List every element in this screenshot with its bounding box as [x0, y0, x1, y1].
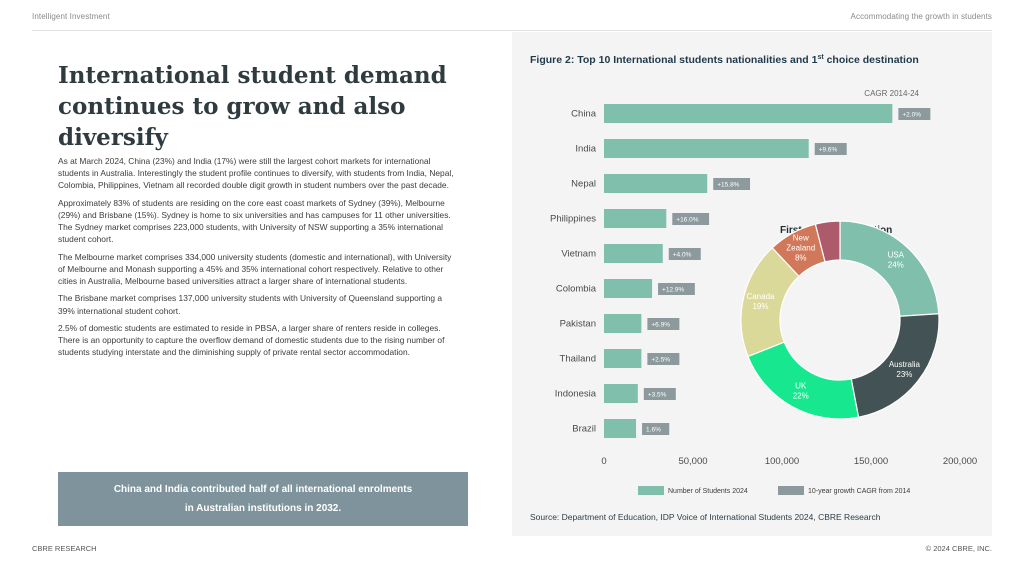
cagr-label: +2.0% — [902, 112, 921, 119]
callout-box: China and India contributed half of all … — [58, 472, 468, 526]
legend-label-cagr: 10-year growth CAGR from 2014 — [808, 488, 910, 495]
slice-label-uk: UK 22% — [793, 381, 809, 400]
paragraph-3: The Melbourne market comprises 334,000 u… — [58, 251, 452, 286]
header-section-title: Accommodating the growth in students — [850, 12, 992, 21]
cagr-label: +6.9% — [651, 322, 670, 329]
chart-source: Source: Department of Education, IDP Voi… — [530, 512, 881, 522]
cagr-label: +9.6% — [819, 147, 838, 154]
bar-indonesia — [604, 384, 638, 403]
slice-label-new-zealand: New Zealand 8% — [786, 234, 815, 263]
legend-label-students: Number of Students 2024 — [668, 488, 748, 495]
bar-pakistan — [604, 314, 642, 333]
cagr-badge — [713, 178, 751, 190]
cagr-badge — [647, 353, 680, 365]
body-text: As at March 2024, China (23%) and India … — [58, 155, 458, 364]
bar-philippines — [604, 209, 667, 228]
x-tick-label: 0 — [601, 456, 606, 467]
bar-india — [604, 139, 809, 158]
paragraph-1: As at March 2024, China (23%) and India … — [58, 156, 454, 191]
cagr-label: 1.6% — [646, 427, 661, 434]
chart-panel: Figure 2: Top 10 International students … — [512, 32, 992, 536]
cagr-label: +15.8% — [717, 182, 739, 189]
x-tick-label: 50,000 — [678, 456, 707, 467]
cagr-label: +3.5% — [648, 392, 667, 399]
cagr-badge — [668, 248, 701, 260]
cagr-label: +2.5% — [651, 357, 670, 364]
slice-other — [814, 220, 841, 263]
cagr-badge — [643, 388, 676, 400]
category-label: Vietnam — [561, 249, 596, 260]
category-label: Pakistan — [560, 319, 596, 330]
bar-china — [604, 104, 893, 123]
category-label: Colombia — [556, 284, 597, 295]
x-tick-label: 200,000 — [943, 456, 977, 467]
slice-label-australia: Australia 23% — [889, 360, 921, 379]
slice-label-usa: USA 24% — [888, 251, 905, 270]
bar-brazil — [604, 419, 637, 438]
paragraph-4: The Brisbane market comprises 137,000 un… — [58, 293, 443, 316]
legend-swatch-students — [638, 486, 664, 495]
category-label: India — [575, 144, 596, 155]
cagr-badge — [647, 318, 680, 330]
paragraph-5: 2.5% of domestic students are estimated … — [58, 323, 445, 358]
header-brand: Intelligent Investment — [32, 12, 110, 21]
header-divider — [32, 30, 992, 31]
cagr-badge — [898, 108, 931, 120]
cagr-badge — [642, 423, 670, 435]
cagr-heading: CAGR 2014-24 — [864, 89, 919, 98]
category-label: Brazil — [572, 424, 596, 435]
category-label: Indonesia — [555, 389, 597, 400]
cagr-badge — [658, 283, 695, 295]
category-label: Philippines — [550, 214, 596, 225]
category-label: China — [571, 109, 597, 120]
category-label: Thailand — [560, 354, 596, 365]
cagr-label: +4.0% — [673, 252, 692, 259]
bar-vietnam — [604, 244, 663, 263]
category-label: Nepal — [571, 179, 596, 190]
chart-svg: Figure 2: Top 10 International students … — [530, 54, 977, 522]
page-title: International student demand continues t… — [58, 62, 447, 151]
x-tick-label: 150,000 — [854, 456, 888, 467]
footer-brand: CBRE RESEARCH — [32, 544, 97, 553]
bar-colombia — [604, 279, 653, 298]
paragraph-2: Approximately 83% of students are residi… — [58, 197, 451, 245]
chart-title: Figure 2: Top 10 International students … — [530, 54, 919, 66]
cagr-badge — [672, 213, 710, 225]
bar-thailand — [604, 349, 642, 368]
slice-label-canada: Canada 19% — [746, 292, 775, 311]
cagr-label: +12.9% — [662, 287, 684, 294]
cagr-badge — [814, 143, 847, 155]
x-tick-label: 100,000 — [765, 456, 799, 467]
bar-nepal — [604, 174, 708, 193]
legend-swatch-cagr — [778, 486, 804, 495]
cagr-label: +16.0% — [676, 217, 698, 224]
callout-text: China and India contributed half of all … — [113, 484, 413, 514]
footer-copyright: © 2024 CBRE, INC. — [925, 544, 992, 553]
